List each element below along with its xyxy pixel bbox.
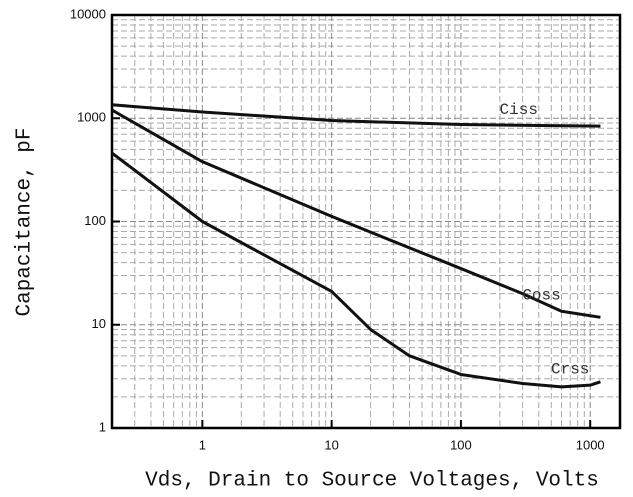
y-tick-label: 100 xyxy=(84,213,106,228)
x-axis-title: Vds, Drain to Source Voltages, Volts xyxy=(145,470,599,493)
y-tick-label: 1000 xyxy=(77,110,106,125)
x-tick-label: 1 xyxy=(199,437,206,452)
series-line xyxy=(111,103,601,128)
series-line xyxy=(111,151,601,389)
y-tick-label: 1 xyxy=(99,419,106,434)
series-label: Ciss xyxy=(500,101,538,119)
plot-frame xyxy=(110,13,622,430)
series-label: Crss xyxy=(551,360,589,378)
y-tick-label: 10 xyxy=(92,316,106,331)
y-tick-label: 10000 xyxy=(70,6,106,21)
series-label: Coss xyxy=(522,287,560,305)
x-tick-label: 100 xyxy=(450,437,472,452)
y-axis-title: Capacitance, pF xyxy=(14,127,37,316)
x-tick-label: 10 xyxy=(324,437,338,452)
series-line xyxy=(111,108,601,319)
x-tick-label: 1000 xyxy=(576,437,605,452)
